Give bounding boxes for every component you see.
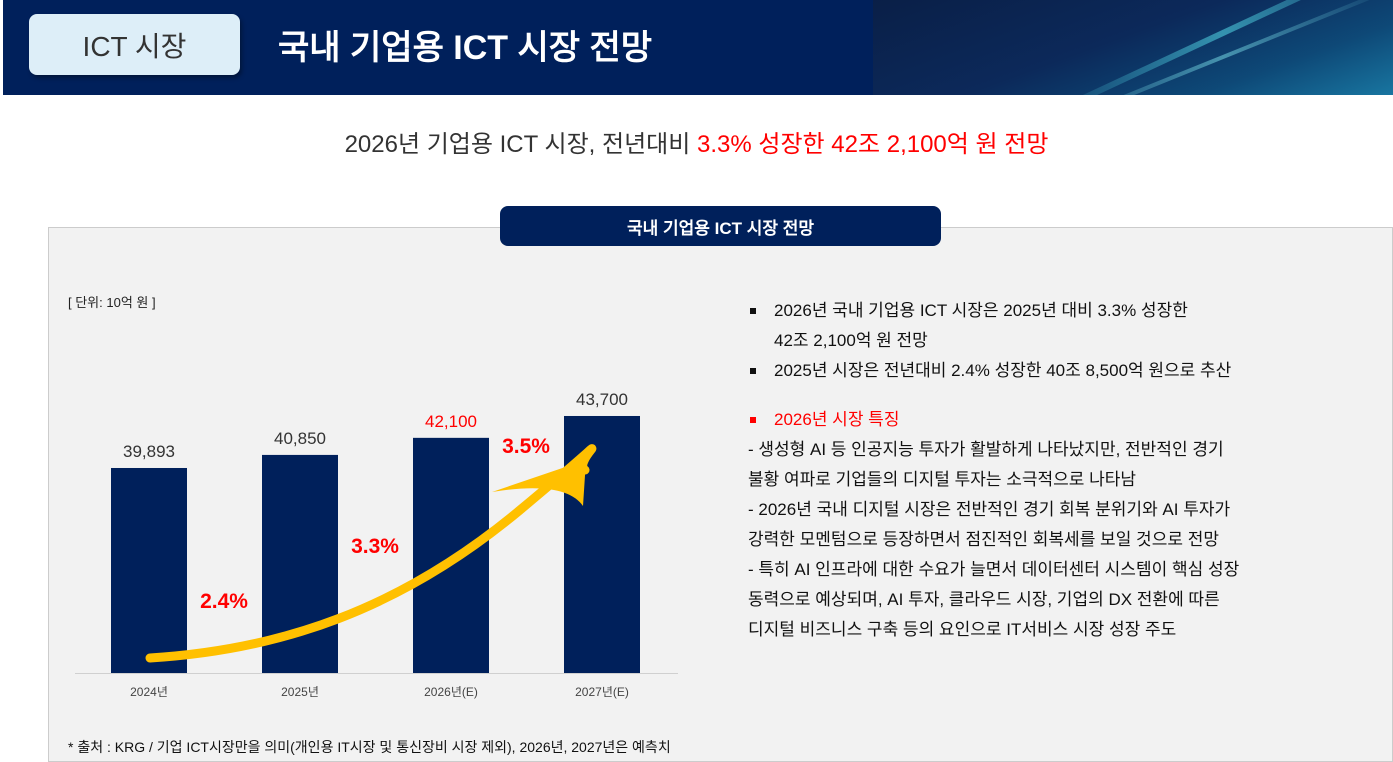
feature-line: - 생성형 AI 등 인공지능 투자가 활발하게 나타났지만, 전반적인 경기 (748, 440, 1224, 459)
headline-prefix: 2026년 기업용 ICT 시장, 전년대비 (344, 131, 697, 158)
feature-line: 불황 여파로 기업들의 디지털 투자는 소극적으로 나타남 (748, 470, 1137, 489)
headline: 2026년 기업용 ICT 시장, 전년대비 3.3% 성장한 42조 2,10… (0, 124, 1393, 159)
bar-2024년 (111, 467, 187, 673)
value-label: 40,850 (274, 429, 326, 448)
category-label: 2025년 (281, 685, 319, 699)
growth-rate-label: 3.5% (502, 435, 550, 458)
bullet-item: 2025년 시장은 전년대비 2.4% 성장한 40조 8,500억 원으로 추… (748, 356, 1368, 386)
section-badge: ICT 시장 (29, 14, 240, 75)
value-label: 43,700 (576, 390, 628, 409)
feature-line: 동력으로 예상되며, AI 투자, 클라우드 시장, 기업의 DX 전환에 따른 (748, 590, 1220, 609)
category-label: 2024년 (130, 685, 168, 699)
bar-2027년(E) (564, 415, 640, 673)
bullet-text: 2026년 국내 기업용 ICT 시장은 2025년 대비 3.3% 성장한 (774, 301, 1188, 320)
headline-highlight: 3.3% 성장한 42조 2,100억 원 전망 (697, 131, 1049, 158)
bullet-text-cont: 42조 2,100억 원 전망 (774, 331, 928, 350)
feature-line: 디지털 비즈니스 구축 등의 요인으로 IT서비스 시장 성장 주도 (748, 620, 1177, 639)
growth-arrow-head (492, 460, 586, 506)
category-label: 2026년(E) (424, 685, 478, 699)
features-heading: 2026년 시장 특징 (748, 405, 1368, 435)
page-title: 국내 기업용 ICT 시장 전망 (278, 29, 653, 67)
growth-rate-label: 2.4% (200, 590, 248, 613)
growth-arrow (145, 444, 597, 663)
bullet-item: 2026년 국내 기업용 ICT 시장은 2025년 대비 3.3% 성장한 42… (748, 296, 1368, 356)
feature-line: - 특히 AI 인프라에 대한 수요가 늘면서 데이터센터 시스템이 핵심 성장 (748, 560, 1240, 579)
value-label: 42,100 (425, 412, 477, 431)
bullet-text: 2025년 시장은 전년대비 2.4% 성장한 40조 8,500억 원으로 추… (774, 361, 1232, 380)
bar-2026년(E) (413, 437, 489, 673)
category-label: 2027년(E) (575, 685, 629, 699)
source-note: * 출처 : KRG / 기업 ICT시장만을 의미(개인용 IT시장 및 통신… (68, 739, 671, 755)
feature-line: - 2026년 국내 디지털 시장은 전반적인 경기 회복 분위기와 AI 투자… (748, 500, 1231, 519)
banner-background-image (873, 0, 1393, 95)
growth-rate-label: 3.3% (351, 535, 399, 558)
unit-label: [ 단위: 10억 원 ] (68, 295, 156, 310)
panel-title: 국내 기업용 ICT 시장 전망 (500, 206, 941, 246)
value-label: 39,893 (123, 442, 175, 461)
summary-bullets: 2026년 국내 기업용 ICT 시장은 2025년 대비 3.3% 성장한 42… (748, 296, 1368, 645)
feature-line: 강력한 모멘텀으로 등장하면서 점진적인 회복세를 보일 것으로 전망 (748, 530, 1219, 549)
